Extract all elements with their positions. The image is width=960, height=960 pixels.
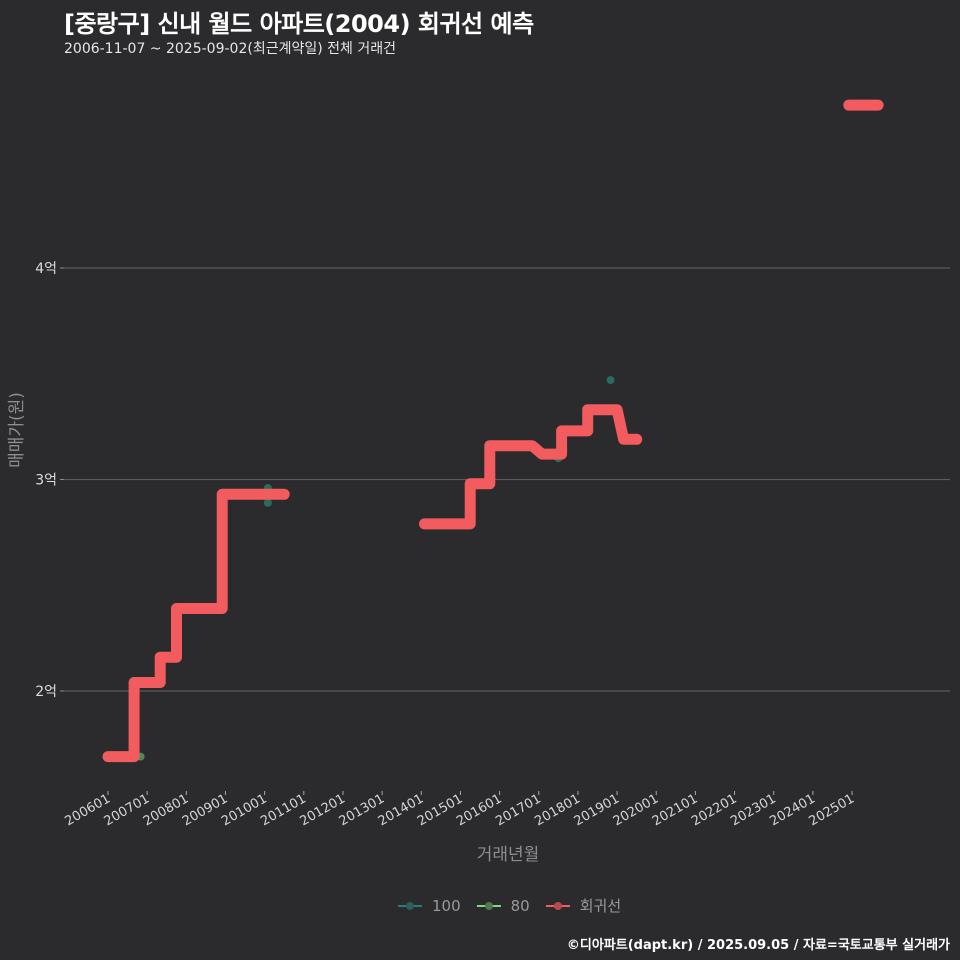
- x-axis-ticks: 2006012007012008012009012010012011012012…: [63, 791, 857, 829]
- gridlines: [64, 267, 950, 692]
- y-tick-label: 3억: [35, 473, 57, 489]
- regression-line: [102, 99, 884, 763]
- y-axis-title: 매매가(원): [7, 392, 27, 468]
- legend-key-icon: [398, 900, 422, 912]
- regression-segment: [102, 488, 290, 763]
- legend: 100 80 회귀선: [398, 895, 629, 916]
- chart-title: [중랑구] 신내 월드 아파트(2004) 회귀선 예측: [64, 10, 534, 38]
- chart-subtitle: 2006-11-07 ~ 2025-09-02(최근계약일) 전체 거래건: [64, 41, 396, 57]
- data-point: [606, 376, 615, 385]
- x-tick-label: 202501: [807, 791, 857, 829]
- legend-item-80[interactable]: 80: [476, 896, 530, 915]
- x-axis-title: 거래년월: [477, 845, 540, 865]
- legend-label: 회귀선: [579, 897, 622, 915]
- legend-label: 100: [432, 896, 461, 915]
- y-axis-ticks: 2억 3억 4억: [35, 261, 64, 700]
- source-credit: ©디아파트(dapt.kr) / 2025.09.05 / 자료=국토교통부 실…: [566, 938, 950, 953]
- legend-label: 80: [510, 896, 530, 915]
- legend-key-icon: [545, 900, 570, 912]
- scatter-points: [136, 101, 860, 761]
- regression-segment: [419, 404, 643, 530]
- legend-item-regression[interactable]: 회귀선: [545, 895, 622, 916]
- y-tick-label: 4억: [35, 261, 57, 277]
- legend-key-icon: [476, 900, 501, 912]
- legend-item-100[interactable]: 100: [398, 897, 461, 915]
- data-point: [263, 498, 272, 507]
- y-tick-label: 2억: [35, 684, 57, 700]
